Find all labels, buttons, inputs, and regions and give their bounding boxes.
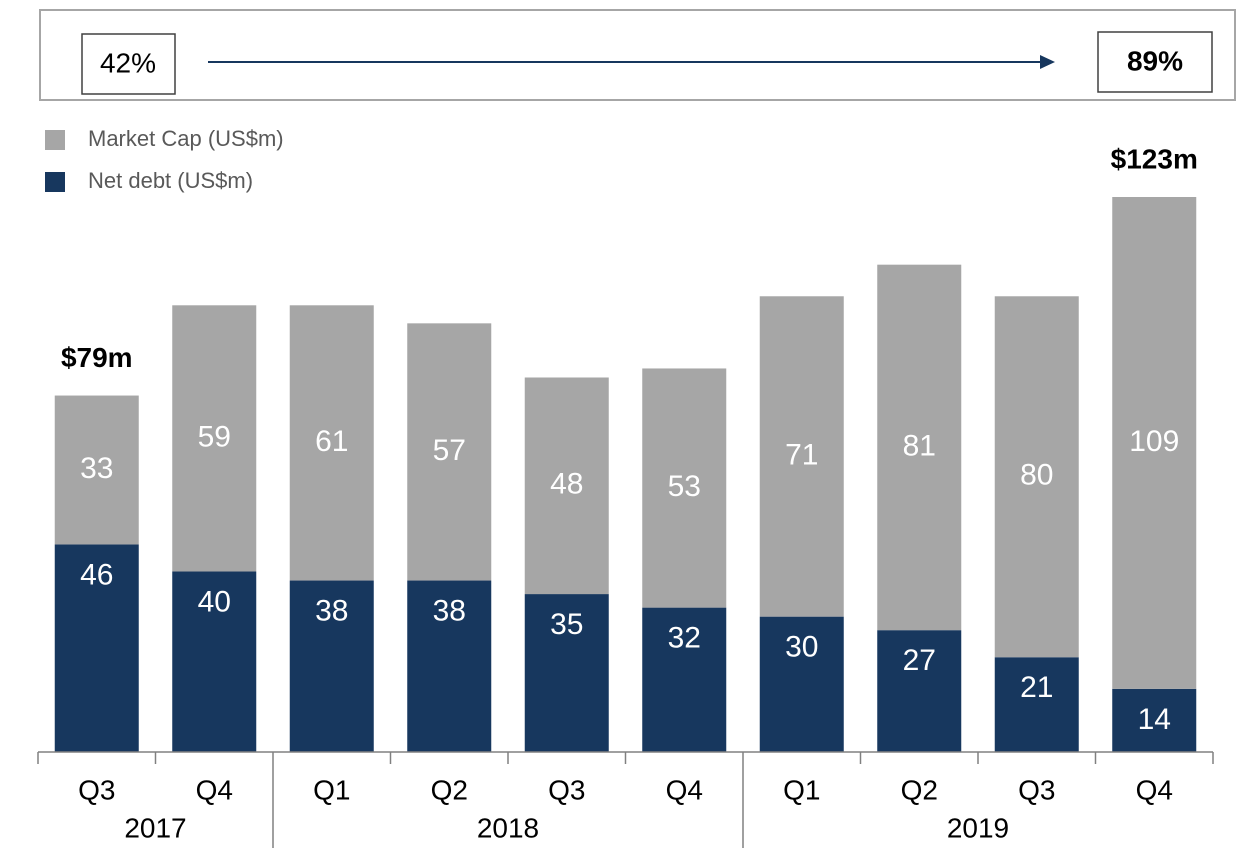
header-box [39,9,1236,101]
group-label: 2019 [947,812,1009,843]
total-label: $123m [1111,143,1198,174]
group-label: 2017 [124,812,186,843]
value-label: 81 [903,429,936,462]
bar-segment [54,395,139,545]
value-label: 38 [433,594,466,627]
start-box [81,33,176,95]
bar-segment [407,323,492,581]
value-label: 40 [198,585,231,618]
end-label: 89% [1127,45,1183,76]
bar-segment [172,571,257,752]
group-label: 2018 [477,812,539,843]
x-tick-label: Q2 [901,774,938,805]
legend-swatch [45,172,65,192]
bar-segment [994,296,1079,658]
bar-segment [172,305,257,572]
arrow-head [1040,55,1055,69]
x-tick-label: Q3 [1018,774,1055,805]
value-label: 38 [315,594,348,627]
x-tick-label: Q3 [548,774,585,805]
legend-label: Net debt (US$m) [88,168,253,193]
value-label: 35 [550,608,583,641]
bar-segment [524,377,609,595]
legend-swatch [45,130,65,150]
value-label: 59 [198,420,231,453]
value-label: 57 [433,434,466,467]
value-label: 32 [668,622,701,655]
value-label: 80 [1020,459,1053,492]
total-label: $79m [61,342,133,373]
bar-segment [759,296,844,617]
bar-segment [759,616,844,752]
bar-segment [1112,197,1197,689]
bar-segment [54,544,139,752]
x-tick-label: Q4 [666,774,703,805]
bar-segment [289,580,374,752]
value-label: 109 [1129,425,1179,458]
x-tick-label: Q4 [1136,774,1173,805]
start-label: 42% [100,47,156,78]
value-label: 71 [785,438,818,471]
value-label: 46 [80,558,113,591]
value-label: 30 [785,631,818,664]
x-tick-label: Q1 [313,774,350,805]
bar-segment [642,368,727,608]
value-label: 21 [1020,671,1053,704]
bar-segment [1112,688,1197,752]
value-label: 53 [668,470,701,503]
legend-label: Market Cap (US$m) [88,126,284,151]
value-label: 48 [550,468,583,501]
value-label: 27 [903,644,936,677]
x-tick-label: Q1 [783,774,820,805]
bar-segment [524,594,609,752]
value-label: 14 [1138,703,1171,736]
bar-segment [289,305,374,581]
value-label: 33 [80,452,113,485]
x-tick-label: Q3 [78,774,115,805]
end-box [1097,31,1213,93]
value-label: 61 [315,425,348,458]
x-tick-label: Q2 [431,774,468,805]
bar-segment [994,657,1079,752]
bar-segment [877,264,962,631]
bar-segment [407,580,492,752]
bar-segment [877,630,962,752]
x-tick-label: Q4 [196,774,233,805]
bar-segment [642,607,727,752]
